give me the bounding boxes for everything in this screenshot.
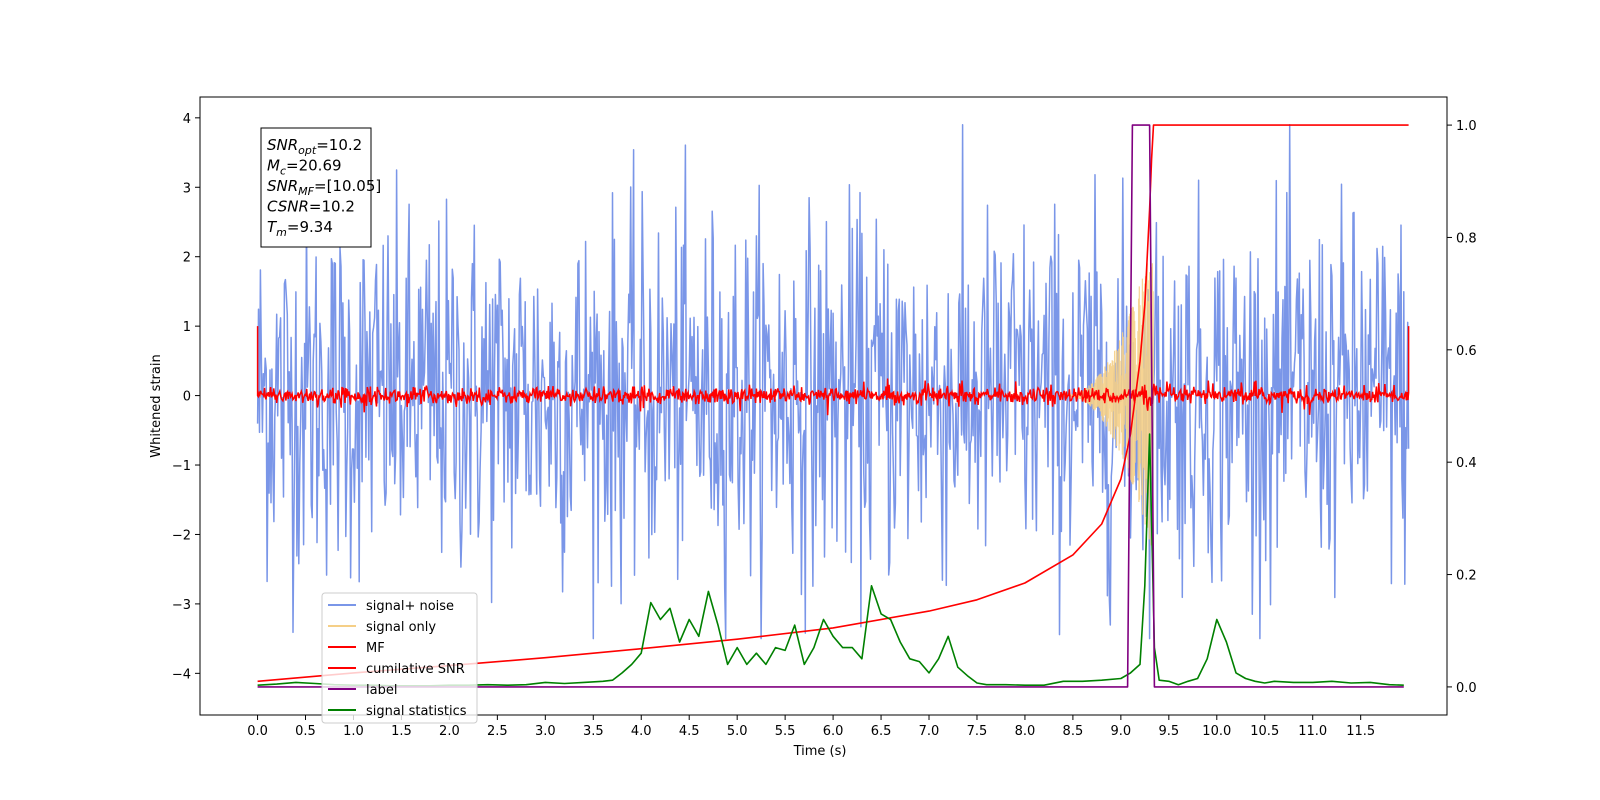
x-tick-label: 7.5 <box>967 724 988 739</box>
annotation-value: =10.2 <box>316 136 362 154</box>
y-tick-label: −2 <box>172 528 191 543</box>
annotation-line: Tm=9.34 <box>267 218 333 239</box>
y2-tick-label: 0.0 <box>1456 681 1477 696</box>
legend-entry-label: signal statistics <box>366 704 467 719</box>
x-tick-label: 11.5 <box>1346 724 1375 739</box>
y2-tick-label: 0.6 <box>1456 344 1477 359</box>
x-tick-label: 4.0 <box>631 724 652 739</box>
annotation-symbol: SNR <box>267 136 298 154</box>
annotation-value: =20.69 <box>286 157 342 175</box>
series-signal-statistics <box>257 433 1404 687</box>
annotation-symbol: T <box>267 218 278 236</box>
mf-line <box>256 326 1410 416</box>
y-tick-label: 3 <box>183 181 191 196</box>
legend-entry-label: signal only <box>366 620 436 635</box>
legend-entry-label: cumilative SNR <box>366 662 465 677</box>
legend: signal+ noise signal only MF cumilative SNR… <box>321 592 478 724</box>
series-label <box>257 124 1404 688</box>
label-line <box>257 124 1404 688</box>
y-axis-label: Whitened strain <box>149 354 164 457</box>
annotation-line: SNRopt=10.2 <box>267 136 362 157</box>
legend-frame <box>321 592 478 724</box>
x-axis: 0.0 0.5 1.0 1.5 2.0 2.5 3.0 3.5 4.0 4.5 5.0 5.5 6.0 6… <box>247 715 1375 739</box>
legend-entry-label: signal+ noise <box>366 599 454 614</box>
cumilative-snr-line <box>257 124 1409 683</box>
x-tick-label: 3.0 <box>535 724 556 739</box>
x-tick-label: 5.5 <box>775 724 796 739</box>
x-tick-label: 2.0 <box>439 724 460 739</box>
legend-entry-label: MF <box>366 641 385 656</box>
plot-area <box>256 124 1410 688</box>
annotation-line: CSNR=10.2 <box>267 198 355 216</box>
y-tick-label: 0 <box>183 390 191 405</box>
x-tick-label: 10.5 <box>1250 724 1279 739</box>
y-axis-left: 4 3 2 1 0 −1 −2 −3 −4 <box>172 112 200 682</box>
x-tick-label: 0.5 <box>295 724 316 739</box>
annotation-line: SNRMF=[10.05] <box>267 177 381 198</box>
annotation-subscript: opt <box>298 144 317 157</box>
annotation-subscript: MF <box>298 185 314 198</box>
y-tick-label: −3 <box>172 598 191 613</box>
annotation-box: SNRopt=10.2Mc=20.69SNRMF=[10.05]CSNR=10.… <box>260 127 381 248</box>
annotation-subscript: m <box>276 226 287 239</box>
x-tick-label: 8.5 <box>1063 724 1084 739</box>
x-tick-label: 5.0 <box>727 724 748 739</box>
x-tick-label: 1.5 <box>391 724 412 739</box>
annotation-symbol: SNR <box>267 177 298 195</box>
x-axis-label: Time (s) <box>793 744 847 759</box>
y2-tick-label: 0.4 <box>1456 456 1477 471</box>
x-tick-label: 3.5 <box>583 724 604 739</box>
x-tick-label: 1.0 <box>343 724 364 739</box>
series-mf <box>256 326 1410 416</box>
annotation-subscript: c <box>280 165 286 178</box>
annotation-line: Mc=20.69 <box>267 157 342 178</box>
signal-noise-line <box>256 124 1410 640</box>
y-tick-label: −1 <box>172 459 191 474</box>
y-tick-label: −4 <box>172 667 191 682</box>
y2-tick-label: 0.2 <box>1456 569 1477 584</box>
x-tick-label: 4.5 <box>679 724 700 739</box>
x-tick-label: 6.5 <box>871 724 892 739</box>
x-tick-label: 6.0 <box>823 724 844 739</box>
x-tick-label: 0.0 <box>247 724 268 739</box>
x-tick-label: 9.5 <box>1158 724 1179 739</box>
x-tick-label: 2.5 <box>487 724 508 739</box>
annotation-symbol: M <box>267 157 280 175</box>
y-tick-label: 2 <box>183 251 191 266</box>
x-tick-label: 7.0 <box>919 724 940 739</box>
x-tick-label: 9.0 <box>1111 724 1132 739</box>
y-tick-label: 1 <box>183 320 191 335</box>
y-axis-right: 1.0 0.8 0.6 0.4 0.2 0.0 <box>1447 119 1477 696</box>
plot-frame <box>199 96 1448 716</box>
annotation-value: =[10.05] <box>314 177 381 195</box>
series-cumilative-snr <box>257 124 1409 683</box>
annotation-symbol: CSNR <box>267 198 309 216</box>
series-signal-noise <box>256 124 1410 640</box>
signal-statistics-line <box>257 433 1404 687</box>
annotation-value: =10.2 <box>309 198 355 216</box>
x-tick-label: 11.0 <box>1298 724 1327 739</box>
x-tick-label: 8.0 <box>1015 724 1036 739</box>
annotation-frame <box>260 127 372 248</box>
y2-tick-label: 1.0 <box>1456 119 1477 134</box>
y2-tick-label: 0.8 <box>1456 231 1477 246</box>
x-tick-label: 10.0 <box>1202 724 1231 739</box>
y-tick-label: 4 <box>183 112 191 127</box>
annotation-value: =9.34 <box>287 218 333 236</box>
legend-entry-label: label <box>366 683 397 698</box>
